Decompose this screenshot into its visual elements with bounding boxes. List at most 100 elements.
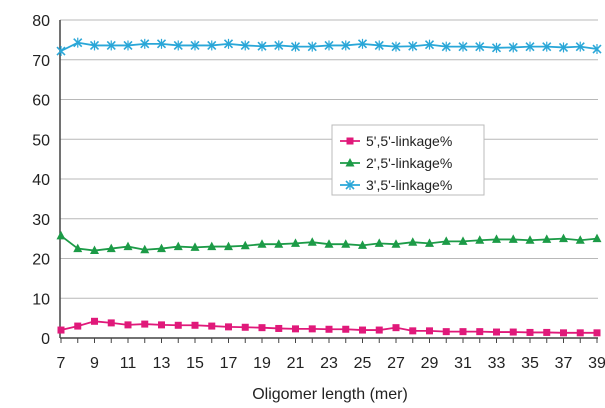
y-tick-label-70: 70 <box>32 53 50 70</box>
point-x-19 <box>257 41 267 52</box>
point-x-34 <box>508 42 518 53</box>
x-tick-label-21: 21 <box>287 355 305 372</box>
point-x-32 <box>475 41 485 52</box>
x-tick-label-37: 37 <box>555 355 573 372</box>
point-x-12 <box>140 38 150 49</box>
point-x-29 <box>424 39 435 50</box>
point-x-8 <box>73 37 83 48</box>
y-tick-label-80: 80 <box>32 13 50 30</box>
axes: 0 10 20 30 40 50 60 70 80 7 9 11 13 15 17 19 21 23 25 27 29 3… <box>32 13 605 372</box>
point-x-24 <box>341 40 351 51</box>
legend-label-x: 3',5'-linkage% <box>366 177 452 193</box>
point-square-27 <box>392 324 400 332</box>
point-square-29 <box>426 327 433 335</box>
point-triangle-27 <box>391 239 401 248</box>
point-triangle-32 <box>475 235 485 244</box>
x-tick-label-9: 9 <box>90 355 99 372</box>
point-x-33 <box>491 42 502 53</box>
x-tick-label-17: 17 <box>220 355 238 372</box>
point-square-25 <box>359 326 366 334</box>
y-tick-label-30: 30 <box>32 212 50 229</box>
point-x-23 <box>324 40 334 51</box>
point-square-37 <box>560 329 567 337</box>
x-axis-title: Oligomer length (mer) <box>252 386 408 403</box>
point-square-12 <box>141 320 149 328</box>
x-tick-label-11: 11 <box>120 355 137 372</box>
point-triangle-39 <box>592 233 602 243</box>
point-square-20 <box>275 324 283 332</box>
x-tick-label-7: 7 <box>57 355 66 372</box>
point-triangle-25 <box>358 240 367 249</box>
point-triangle-24 <box>341 239 351 248</box>
series-x <box>56 37 602 57</box>
x-tick-label-19: 19 <box>253 355 271 372</box>
point-x-36 <box>542 41 552 52</box>
legend: 5',5'-linkage% 2',5'-linkage% 3',5'-linkag… <box>331 124 485 196</box>
point-triangle-17 <box>224 241 233 251</box>
point-triangle-19 <box>257 239 267 248</box>
x-tick-label-31: 31 <box>454 355 472 372</box>
point-square-33 <box>493 328 500 336</box>
point-x-21 <box>290 41 301 52</box>
point-triangle-9 <box>90 245 99 255</box>
point-square-24 <box>342 325 350 333</box>
point-triangle-28 <box>408 237 418 246</box>
x-tick-label-39: 39 <box>588 355 605 372</box>
point-x-28 <box>408 41 418 52</box>
x-tick-label-27: 27 <box>387 355 405 372</box>
point-triangle-21 <box>291 238 300 247</box>
point-square-17 <box>225 323 232 331</box>
point-square-7 <box>57 326 65 334</box>
point-square-36 <box>543 328 551 336</box>
point-triangle-30 <box>441 236 451 245</box>
legend-marker-square <box>346 137 354 145</box>
point-x-17 <box>223 38 234 49</box>
legend-marker-triangle <box>345 158 355 167</box>
point-triangle-13 <box>157 243 166 253</box>
series-square <box>57 317 601 337</box>
x-tick-label-23: 23 <box>320 355 338 372</box>
point-x-15 <box>190 40 200 51</box>
point-x-20 <box>274 40 284 51</box>
point-triangle-14 <box>173 241 183 251</box>
point-x-18 <box>240 40 250 51</box>
point-square-9 <box>91 317 98 325</box>
x-tick-label-15: 15 <box>186 355 204 372</box>
point-x-22 <box>307 41 317 52</box>
series-triangle <box>56 230 602 255</box>
point-triangle-29 <box>425 238 434 247</box>
point-x-38 <box>575 41 585 52</box>
point-square-14 <box>174 321 182 329</box>
x-tick-label-29: 29 <box>421 355 439 372</box>
legend-label-square: 5',5'-linkage% <box>366 133 452 149</box>
point-square-31 <box>459 328 467 336</box>
point-square-11 <box>124 321 132 329</box>
point-square-34 <box>509 328 517 336</box>
point-x-7 <box>56 46 66 57</box>
point-square-38 <box>576 329 584 337</box>
point-x-37 <box>558 42 569 53</box>
y-tick-label-0: 0 <box>41 331 50 348</box>
point-x-31 <box>458 41 468 52</box>
point-square-22 <box>308 325 316 333</box>
point-square-19 <box>258 324 266 332</box>
point-triangle-15 <box>190 242 200 251</box>
point-x-30 <box>441 41 451 52</box>
point-square-15 <box>191 321 199 329</box>
point-triangle-31 <box>458 236 468 245</box>
x-tick-label-13: 13 <box>153 355 171 372</box>
point-triangle-10 <box>106 243 116 253</box>
point-square-23 <box>325 325 333 333</box>
point-square-26 <box>375 326 383 334</box>
point-x-14 <box>173 40 183 51</box>
point-square-16 <box>208 322 216 330</box>
y-tick-label-10: 10 <box>32 291 50 308</box>
point-triangle-8 <box>73 243 83 253</box>
point-x-27 <box>391 41 401 52</box>
point-x-13 <box>156 38 167 49</box>
legend-label-triangle: 2',5'-linkage% <box>366 155 452 171</box>
y-tick-label-60: 60 <box>32 93 50 110</box>
point-triangle-20 <box>274 239 284 248</box>
y-tick-label-20: 20 <box>32 252 50 269</box>
